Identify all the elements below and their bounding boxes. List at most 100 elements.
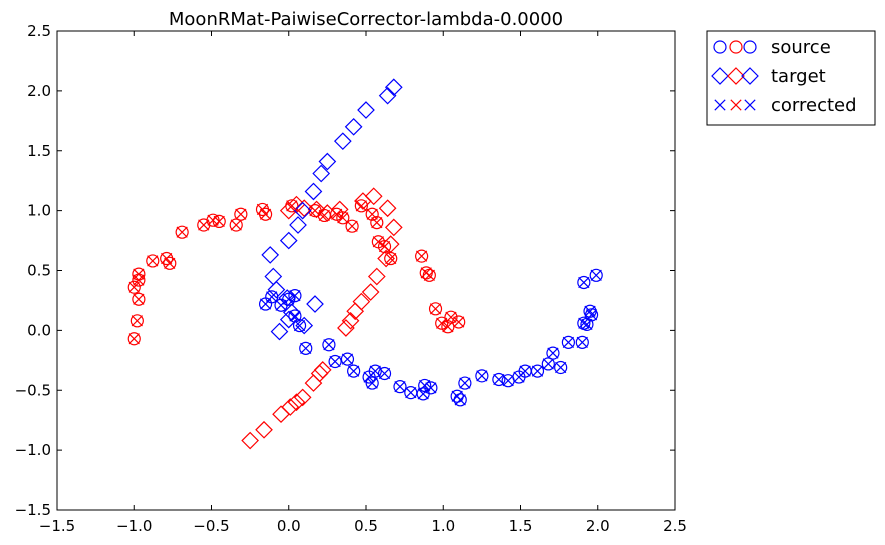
axis-ticks: −1.5 −1.0 −0.5 0.0 0.5 1.0 1.5 2.0 2.5 −1.5 −1.0 −0… [15, 22, 687, 535]
corrected-red-point [259, 208, 272, 220]
corrected-red-point [436, 317, 448, 329]
corrected-red-point [442, 321, 454, 333]
target-blue-point [384, 78, 403, 97]
target-red-point [304, 374, 323, 392]
corrected-blue-point [502, 375, 514, 387]
corrected-blue-point [341, 353, 354, 365]
corrected-red-point [318, 209, 330, 222]
plot-marks [127, 78, 603, 450]
source-blue-point [589, 268, 603, 282]
corrected-red-point [445, 311, 457, 323]
corrected-blue-point [519, 365, 531, 377]
source-red-point [132, 292, 146, 306]
corrected-red-point [128, 281, 140, 293]
target-blue-point [295, 316, 314, 335]
x-tick-label: −0.5 [193, 517, 229, 535]
source-red-point [163, 256, 177, 270]
legend-corrected-marker [744, 99, 756, 111]
y-tick-label: −1.0 [15, 441, 51, 459]
corrected-blue-point [542, 358, 554, 370]
source-red-point [127, 332, 141, 346]
target-red-point [381, 235, 400, 254]
source-red-point [365, 207, 379, 221]
corrected-blue-point [323, 339, 335, 351]
legend-corrected-marker [714, 99, 726, 111]
corrected-red-point [164, 257, 176, 269]
target-red-point [354, 192, 372, 210]
target-blue-point [289, 216, 307, 234]
x-tick-label: −1.5 [39, 517, 75, 535]
corrected-red-point [176, 226, 188, 238]
source-blue-point [368, 364, 382, 378]
source-red-point [206, 213, 220, 227]
y-tick-label: 2.5 [27, 22, 51, 40]
corrected-blue-point [590, 269, 602, 281]
corrected-red-point [133, 274, 145, 286]
corrected-blue-point [531, 365, 544, 377]
corrected-red-point [131, 315, 143, 327]
corrected-blue-point [300, 342, 312, 354]
legend-corrected-marker [730, 99, 742, 111]
source-blue-point [530, 364, 545, 378]
corrected-red-point [337, 212, 349, 224]
corrected-red-point [198, 219, 210, 231]
corrected-blue-point [289, 290, 301, 302]
corrected-red-point [378, 240, 391, 253]
corrected-red-point [256, 203, 269, 216]
y-tick-label: −0.5 [15, 381, 51, 399]
target-blue-point [267, 280, 286, 299]
corrected-blue-point [348, 365, 360, 377]
corrected-blue-point [585, 309, 598, 321]
target-blue-point [270, 322, 289, 341]
corrected-blue-point [425, 382, 437, 394]
target-red-point [241, 431, 259, 450]
corrected-red-point [385, 252, 397, 265]
corrected-blue-point [283, 293, 295, 305]
legend-label-target: target [771, 66, 826, 87]
source-blue-point [393, 380, 407, 394]
corrected-red-point [235, 208, 247, 220]
x-tick-label: −1.0 [116, 517, 152, 535]
corrected-blue-point [555, 361, 567, 374]
target-blue-point [304, 182, 323, 201]
source-red-point [130, 314, 144, 328]
source-blue-point [328, 354, 342, 369]
source-red-point [212, 214, 226, 229]
target-red-point [367, 267, 386, 286]
source-blue-point [347, 364, 361, 378]
target-blue-point [333, 132, 352, 151]
y-tick-label: 1.5 [27, 142, 51, 160]
corrected-red-point [366, 208, 378, 220]
target-red-point [364, 187, 383, 206]
source-blue-point [424, 381, 438, 395]
target-red-point [384, 218, 403, 237]
source-blue-point [561, 335, 575, 349]
corrected-blue-point [275, 299, 287, 311]
source-red-point [258, 207, 273, 221]
legend-target-marker [741, 67, 759, 85]
source-blue-point [377, 366, 392, 381]
target-red-point [287, 393, 306, 412]
source-blue-point [554, 360, 568, 375]
corrected-blue-point [366, 377, 378, 389]
source-red-point [345, 219, 359, 233]
corrected-blue-point [329, 355, 341, 368]
x-tick-label: 2.0 [586, 517, 610, 535]
corrected-blue-point [581, 318, 593, 331]
y-tick-label: −1.5 [15, 501, 51, 519]
source-red-point [370, 216, 384, 230]
corrected-blue-point [394, 381, 406, 393]
source-blue-point [299, 341, 313, 355]
target-blue-point [306, 295, 324, 313]
x-tick-label: 0.0 [277, 517, 301, 535]
corrected-blue-point [576, 336, 588, 348]
corrected-blue-point [369, 365, 381, 377]
target-red-point [295, 199, 314, 218]
legend-target-marker [711, 67, 729, 85]
corrected-red-point [346, 220, 358, 232]
legend-source-marker [713, 40, 727, 54]
target-red-point [255, 420, 273, 439]
target-red-point [313, 361, 332, 379]
target-blue-point [318, 152, 337, 171]
target-red-point [281, 398, 300, 416]
